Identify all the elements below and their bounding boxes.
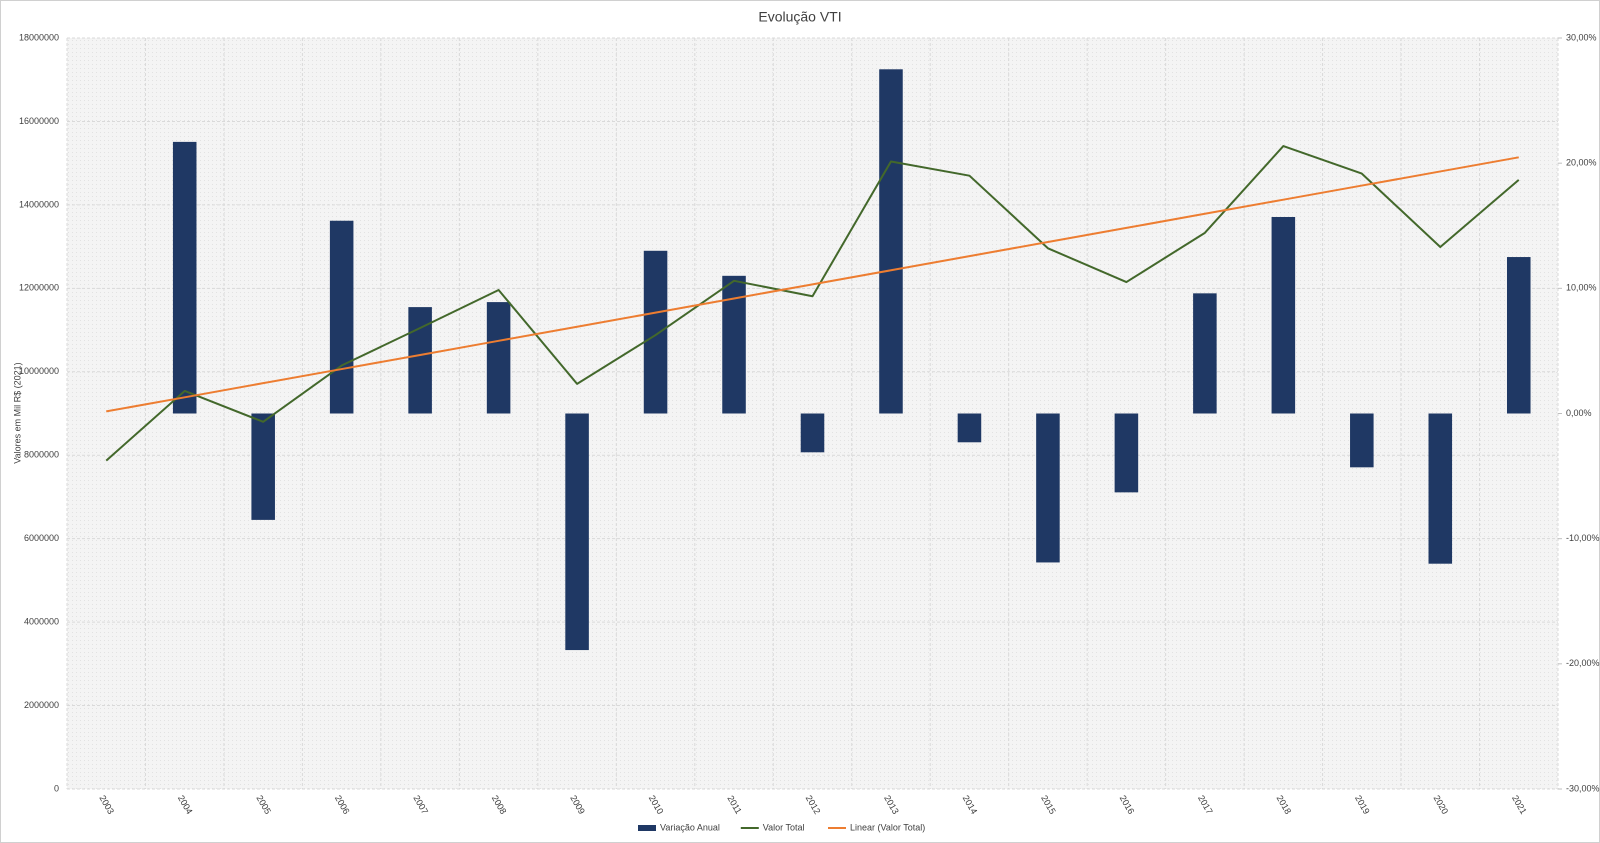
bar bbox=[486, 302, 511, 414]
y-tick-label: 12000000 bbox=[19, 283, 59, 293]
y-tick-label: 16000000 bbox=[19, 116, 59, 126]
legend-label: Variação Anual bbox=[660, 822, 720, 832]
y2-tick-label: 10,00% bbox=[1566, 283, 1597, 293]
y-tick-label: 14000000 bbox=[19, 199, 59, 209]
bar bbox=[1036, 413, 1060, 563]
y-tick-label: 8000000 bbox=[24, 450, 59, 460]
legend-swatch bbox=[638, 825, 656, 831]
y2-tick-label: 30,00% bbox=[1566, 32, 1597, 42]
bar bbox=[1193, 293, 1217, 414]
bar bbox=[1271, 216, 1296, 414]
bar bbox=[800, 413, 825, 453]
legend-label: Valor Total bbox=[763, 822, 805, 832]
y-tick-label: 4000000 bbox=[24, 616, 59, 626]
bar bbox=[879, 69, 903, 414]
bar bbox=[329, 220, 354, 414]
legend-label: Linear (Valor Total) bbox=[850, 822, 925, 832]
bar bbox=[408, 307, 432, 414]
bar bbox=[172, 141, 197, 414]
y2-tick-label: 0,00% bbox=[1566, 408, 1592, 418]
y2-tick-label: 20,00% bbox=[1566, 158, 1597, 168]
bar bbox=[1350, 413, 1374, 468]
line bbox=[105, 145, 1520, 462]
y2-tick-label: -30,00% bbox=[1566, 783, 1600, 793]
bar bbox=[565, 413, 589, 651]
y-tick-label: 18000000 bbox=[19, 32, 59, 42]
y-tick-label: 6000000 bbox=[24, 533, 59, 543]
bar bbox=[957, 413, 982, 443]
y-tick-label: 10000000 bbox=[19, 366, 59, 376]
y2-tick-label: -10,00% bbox=[1566, 533, 1600, 543]
bar bbox=[251, 413, 275, 520]
bar bbox=[1506, 257, 1531, 414]
bar bbox=[643, 250, 668, 414]
y-axis-title: Valores em Mil R$ (2021) bbox=[12, 362, 22, 463]
line bbox=[106, 156, 1519, 413]
y2-tick-label: -20,00% bbox=[1566, 658, 1600, 668]
bar bbox=[722, 275, 746, 414]
chart-title: Evolução VTI bbox=[758, 9, 841, 25]
bar bbox=[1114, 413, 1139, 493]
y-tick-label: 0 bbox=[54, 783, 59, 793]
bar bbox=[1428, 413, 1453, 564]
y-tick-label: 2000000 bbox=[24, 700, 59, 710]
